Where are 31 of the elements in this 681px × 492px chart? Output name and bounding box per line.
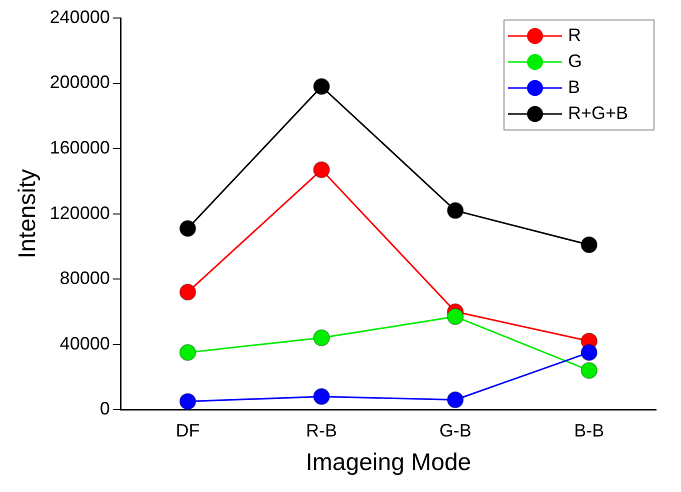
point [313,161,330,178]
x-axis-title: Imageing Mode [306,449,472,476]
point [446,391,464,408]
y-tick-label: 120000 [50,202,110,223]
y-tick-label: 80000 [60,268,110,288]
point [179,284,196,301]
legend-label: B [568,76,580,97]
point [313,78,330,96]
x-tick-label: R-B [306,420,338,440]
point [313,329,330,346]
y-tick-label: 240000 [50,6,110,27]
point [179,220,196,237]
point [580,236,598,254]
legend-label: R+G+B [568,102,628,123]
point [446,308,464,326]
y-tick-label: 160000 [50,138,110,158]
x-tick-label: B-B [574,420,604,440]
point [179,392,196,410]
y-tick-label: 40000 [60,333,110,354]
point [580,362,598,379]
legend-label: G [568,50,582,71]
point [446,202,464,220]
y-tick-label: 0 [100,398,110,419]
point [313,388,330,406]
legend-label: R [568,24,581,45]
point [179,344,196,361]
x-tick-label: G-B [439,420,472,440]
y-axis-title: Intensity [14,169,42,258]
y-tick-label: 200000 [50,72,110,92]
point [580,344,598,361]
x-tick-label: DF [176,420,200,440]
